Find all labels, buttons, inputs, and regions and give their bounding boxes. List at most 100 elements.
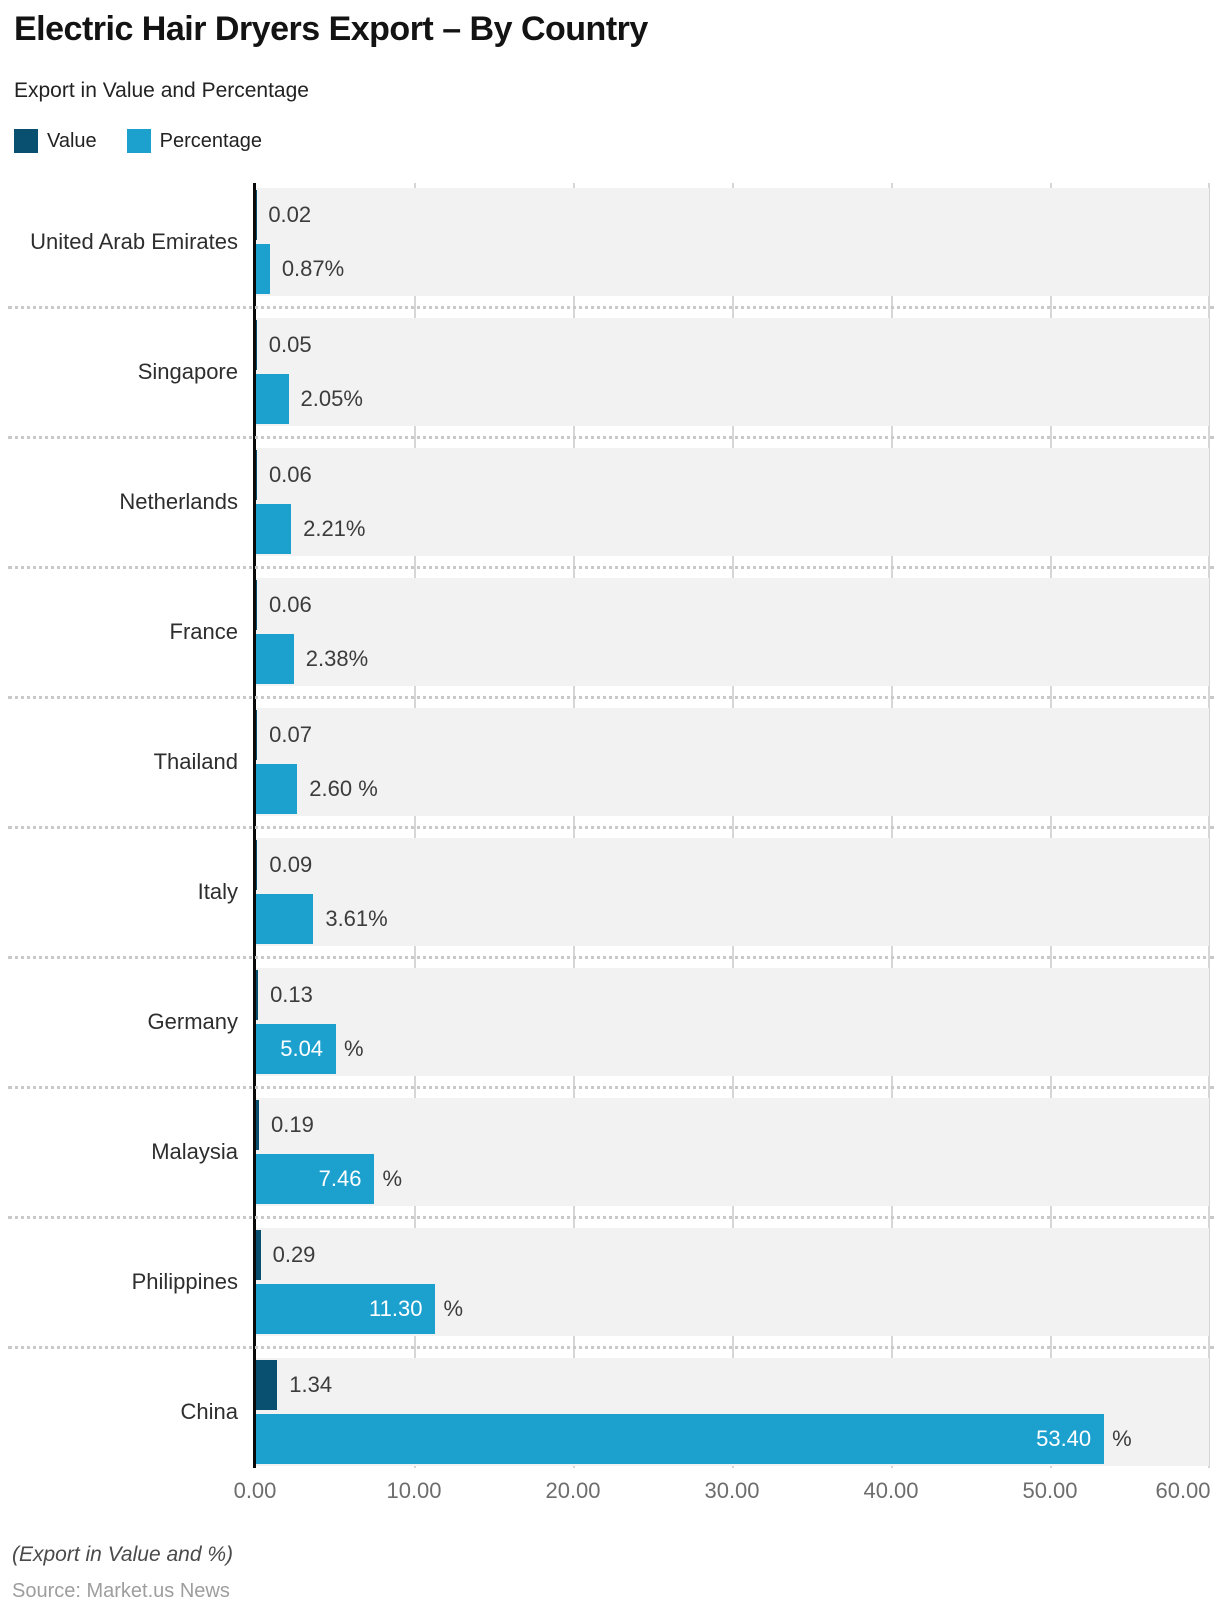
- zero-axis-line: [253, 183, 256, 1468]
- value-bar: [256, 320, 257, 370]
- value-color-swatch: [14, 129, 38, 153]
- percentage-label-outside: %: [344, 1036, 364, 1061]
- value-label: 0.05: [268, 332, 312, 357]
- percentage-label-inside: 11.30: [369, 1296, 423, 1321]
- category-label: Malaysia: [151, 1139, 238, 1164]
- percentage-label-outside: 0.87%: [281, 256, 345, 281]
- percentage-bar: [256, 504, 292, 554]
- row-background: [256, 578, 1209, 686]
- chart-row: Malaysia 0.19 7.46 %: [0, 1098, 1220, 1206]
- chart-row: United Arab Emirates 0.02 0.87%: [0, 188, 1220, 296]
- percentage-bar: 7.46: [256, 1154, 375, 1204]
- vertical-gridline: [414, 183, 416, 1468]
- value-bar: [256, 1360, 278, 1410]
- percentage-label-outside: 2.60 %: [309, 776, 378, 801]
- row-separator: [8, 1346, 1214, 1349]
- percentage-label-outside: %: [382, 1166, 403, 1191]
- value-label: 0.07: [269, 722, 312, 747]
- value-label: 1.34: [289, 1372, 333, 1397]
- legend-label-percentage: Percentage: [159, 129, 262, 152]
- value-bar: [256, 580, 257, 630]
- chart-row: Netherlands 0.06 2.21%: [0, 448, 1220, 556]
- category-label: Singapore: [137, 359, 238, 384]
- percentage-label-outside: 2.05%: [300, 386, 363, 411]
- row-separator: [8, 1216, 1214, 1219]
- value-bar: [256, 450, 257, 500]
- chart-row: Germany 0.13 5.04 %: [0, 968, 1220, 1076]
- percentage-bar: [256, 374, 289, 424]
- category-label: France: [169, 619, 238, 644]
- x-axis-tick-label: 30.00: [704, 1478, 760, 1503]
- category-label: Philippines: [131, 1269, 238, 1294]
- percentage-label-outside: 3.61%: [325, 906, 388, 931]
- value-bar: [256, 1100, 260, 1150]
- x-axis-tick-label: 40.00: [863, 1478, 919, 1503]
- vertical-gridline: [891, 183, 893, 1468]
- x-axis-tick-label: 60.00: [1155, 1478, 1211, 1503]
- chart-row: Thailand 0.07 2.60 %: [0, 708, 1220, 816]
- row-background: [256, 318, 1209, 426]
- value-bar: [256, 970, 259, 1020]
- category-label: United Arab Emirates: [30, 229, 238, 254]
- source-credit: Source: Market.us News: [12, 1580, 230, 1602]
- value-bar: [256, 710, 258, 760]
- chart-title: Electric Hair Dryers Export – By Country: [14, 10, 648, 48]
- value-bar: [256, 840, 258, 890]
- category-label: Italy: [197, 879, 238, 904]
- value-label: 0.13: [270, 982, 313, 1007]
- value-label: 0.06: [268, 592, 312, 617]
- value-bar: [256, 1230, 261, 1280]
- percentage-bar: [256, 764, 298, 814]
- chart-row: China 1.34 53.40 %: [0, 1358, 1220, 1466]
- percentage-bar: [256, 244, 270, 294]
- legend-item-percentage: Percentage: [126, 129, 262, 153]
- percentage-bar: 11.30: [256, 1284, 436, 1334]
- x-axis-tick-label: 20.00: [545, 1478, 601, 1503]
- percentage-bar: [256, 894, 314, 944]
- row-background: [256, 1098, 1209, 1206]
- category-label: Germany: [147, 1009, 238, 1034]
- vertical-gridline: [1208, 183, 1210, 1468]
- x-axis-tick-label: 10.00: [386, 1478, 442, 1503]
- row-background: [256, 708, 1209, 816]
- chart-subtitle: Export in Value and Percentage: [14, 79, 309, 102]
- legend-item-value: Value: [14, 129, 97, 153]
- row-background: [256, 448, 1209, 556]
- category-label: China: [180, 1399, 238, 1424]
- legend-label-value: Value: [47, 129, 97, 152]
- vertical-gridline: [573, 183, 575, 1468]
- vertical-gridline: [1050, 183, 1052, 1468]
- row-separator: [8, 696, 1214, 699]
- vertical-gridline: [732, 183, 734, 1468]
- percentage-color-swatch: [126, 129, 151, 153]
- chart-row: France 0.06 2.38%: [0, 578, 1220, 686]
- x-axis-tick-label: 0.00: [233, 1478, 277, 1503]
- row-separator: [8, 1086, 1214, 1089]
- percentage-label-inside: 5.04: [280, 1036, 324, 1061]
- row-separator: [8, 956, 1214, 959]
- percentage-label-outside: %: [443, 1296, 464, 1321]
- value-label: 0.02: [268, 202, 312, 227]
- value-label: 0.29: [272, 1242, 316, 1267]
- chart-note: (Export in Value and %): [12, 1543, 234, 1566]
- row-separator: [8, 306, 1214, 309]
- percentage-label-outside: 2.38%: [305, 646, 369, 671]
- row-separator: [8, 436, 1214, 439]
- percentage-label-inside: 7.46: [318, 1166, 362, 1191]
- percentage-bar: 5.04: [256, 1024, 337, 1074]
- legend: Value Percentage: [14, 129, 262, 153]
- percentage-label-outside: 2.21%: [303, 516, 366, 541]
- row-background: [256, 968, 1209, 1076]
- percentage-label-outside: %: [1112, 1426, 1132, 1451]
- chart-row: Singapore 0.05 2.05%: [0, 318, 1220, 426]
- percentage-bar: [256, 634, 294, 684]
- row-background: [256, 838, 1209, 946]
- chart-row: Philippines 0.29 11.30 %: [0, 1228, 1220, 1336]
- value-label: 0.09: [269, 852, 313, 877]
- value-label: 0.19: [271, 1112, 314, 1137]
- category-label: Netherlands: [119, 489, 238, 514]
- category-label: Thailand: [153, 749, 238, 774]
- percentage-bar: 53.40: [256, 1414, 1105, 1464]
